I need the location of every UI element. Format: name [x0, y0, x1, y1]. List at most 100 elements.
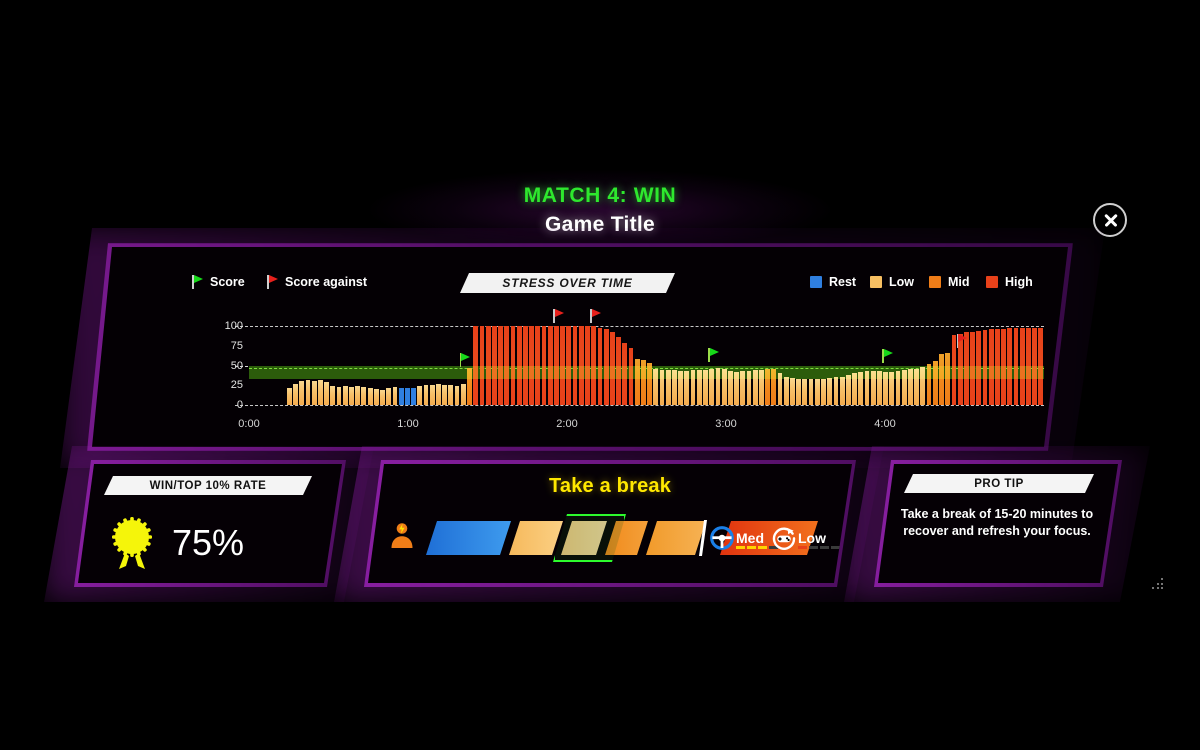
break-segment-mid-b[interactable] [646, 521, 706, 555]
legend-zone-mid: Mid [929, 275, 970, 289]
y-axis-tick: 100 [224, 320, 243, 332]
red-flag-icon [267, 275, 278, 289]
take-a-break-panel: Take a break [368, 464, 852, 583]
green-flag-icon [708, 348, 719, 362]
gridline [235, 326, 1044, 327]
legend-high-label: High [1005, 275, 1033, 289]
stress-bar [914, 369, 919, 405]
metric-gamepad-label: Low [798, 530, 826, 546]
bar-band-overlay [989, 366, 994, 379]
bar-band-overlay [889, 372, 894, 379]
bar-band-overlay [504, 366, 509, 379]
stress-bar [374, 389, 379, 405]
stress-bar [759, 370, 764, 405]
take-a-break-heading: Take a break [548, 475, 672, 497]
stress-bar [318, 380, 323, 405]
bar-band-overlay [964, 366, 969, 379]
x-axis-tick: 3:00 [715, 418, 737, 430]
break-segment-rest[interactable] [426, 521, 511, 555]
bar-band-overlay [529, 366, 534, 379]
bar-band-overlay [765, 369, 770, 378]
legend-rest-label: Rest [829, 275, 857, 289]
stress-bar [796, 379, 801, 405]
x-axis-tick: 1:00 [397, 418, 419, 430]
stress-bar [871, 371, 876, 405]
bar-band-overlay [1032, 366, 1037, 379]
bar-band-overlay [846, 375, 851, 379]
high-swatch-icon [986, 276, 998, 288]
bar-band-overlay [610, 366, 615, 379]
stress-bar [660, 370, 665, 405]
stress-bar [393, 387, 398, 405]
grip-dot [1161, 587, 1164, 590]
grip-dot [1152, 587, 1155, 590]
bar-band-overlay [1026, 366, 1031, 379]
stress-bar [765, 369, 770, 405]
bar-band-overlay [566, 366, 571, 379]
legend-score-against: Score against [267, 275, 367, 289]
stress-bar [399, 388, 404, 405]
bar-band-overlay [970, 366, 975, 379]
stress-bar [740, 371, 745, 405]
bar-band-overlay [1020, 366, 1025, 379]
bar-band-overlay [467, 368, 472, 379]
win-rate-panel: WIN/TOP 10% RATE [78, 464, 342, 583]
stress-bar [361, 387, 366, 405]
stress-bar [467, 368, 472, 405]
stress-bar [840, 377, 845, 405]
stress-bar [299, 381, 304, 405]
metric-steering-level [736, 546, 778, 549]
stress-bar [902, 370, 907, 405]
close-icon[interactable] [1093, 203, 1127, 237]
stress-bar [728, 371, 733, 405]
bar-band-overlay [672, 370, 677, 379]
bar-band-overlay [473, 366, 478, 379]
stress-bar [405, 388, 410, 405]
metric-gamepad: Low [772, 526, 826, 550]
stress-bar [933, 361, 938, 405]
bar-band-overlay [517, 366, 522, 379]
low-swatch-icon [870, 276, 882, 288]
pro-tip-title: PRO TIP [904, 474, 1094, 493]
stress-bar [461, 384, 466, 405]
current-stress-marker[interactable] [553, 514, 626, 562]
stress-bar [424, 385, 429, 405]
stress-bar [349, 387, 354, 405]
bar-band-overlay [616, 366, 621, 379]
bar-band-overlay [914, 369, 919, 379]
bar-band-overlay [920, 367, 925, 379]
bar-band-overlay [834, 377, 839, 379]
bar-band-overlay [983, 366, 988, 379]
bar-band-overlay [703, 370, 708, 379]
bar-band-overlay [591, 366, 596, 379]
stress-bar [896, 371, 901, 405]
grip-dot [1161, 578, 1164, 581]
stress-bar [784, 377, 789, 405]
stress-bar [790, 378, 795, 405]
bar-band-overlay [635, 366, 640, 379]
gridline [235, 405, 1044, 406]
bar-band-overlay [753, 370, 758, 379]
break-segment-low-a[interactable] [509, 521, 563, 555]
bar-band-overlay [647, 366, 652, 379]
stress-plot: 0 25 50 75 100 0:00 1:00 2:00 3:00 4:00 [249, 326, 1044, 405]
comfort-zone-dash [249, 368, 1044, 369]
stress-bar [920, 367, 925, 405]
resize-grip-icon[interactable] [1152, 578, 1166, 590]
y-axis-tick: 75 [230, 339, 243, 352]
red-flag-icon [957, 334, 968, 348]
bar-band-overlay [933, 366, 938, 379]
bar-band-overlay [511, 366, 516, 379]
legend-zone-high: High [986, 275, 1033, 289]
stress-bar [815, 379, 820, 405]
match-result-title: MATCH 4: WIN [523, 184, 677, 207]
bar-band-overlay [952, 366, 957, 379]
stress-bar [802, 379, 807, 405]
break-segment-high[interactable] [720, 521, 818, 555]
pro-tip-body: Take a break of 15-20 minutes to recover… [900, 507, 1094, 538]
legend-score-label: Score [210, 275, 245, 289]
bar-band-overlay [877, 371, 882, 379]
bar-band-overlay [666, 370, 671, 379]
stress-bar [877, 371, 882, 405]
